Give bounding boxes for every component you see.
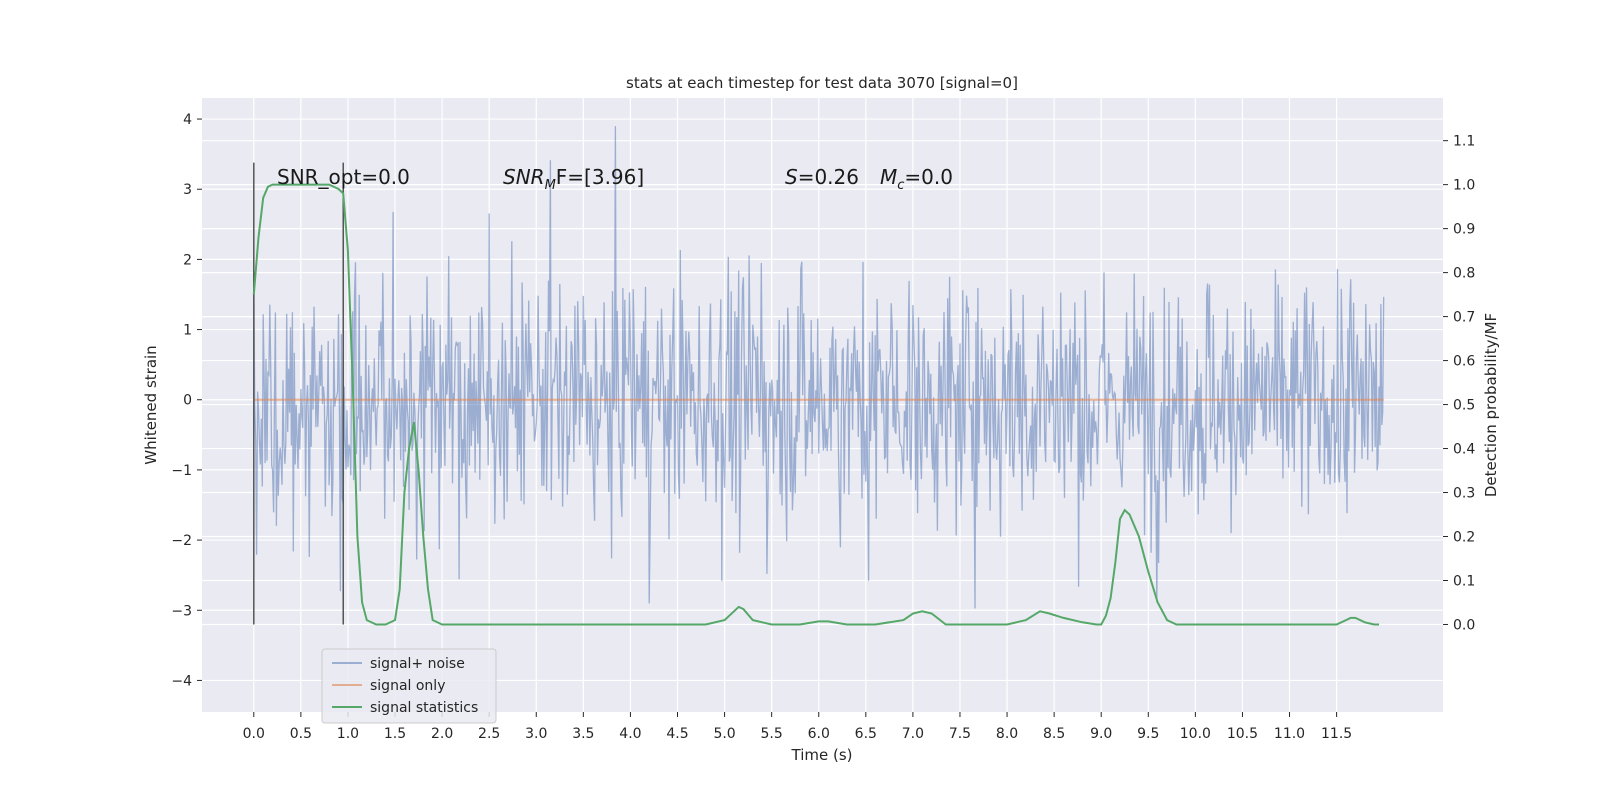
y2-tick-label-8: 0.3 — [1453, 486, 1475, 502]
y-tick-label-5: −1 — [171, 463, 192, 479]
y2-tick-label-10: 0.1 — [1453, 573, 1475, 589]
annotation-snr-mf: SNRMF=[3.96] — [503, 165, 644, 193]
x-tick-label-7: 3.5 — [572, 726, 594, 742]
legend-label-statistics: signal statistics — [370, 700, 478, 716]
x-tick-label-21: 10.5 — [1227, 726, 1258, 742]
annotation-snr-mf-sub: M — [545, 178, 556, 193]
y2-tick-label-6: 0.5 — [1453, 398, 1475, 414]
y2-axis-ticks: 1.1 1.0 0.9 0.8 0.7 0.6 0.5 0.4 0.3 0.2 0.1 0.0 — [1443, 134, 1475, 633]
x-tick-label-16: 8.0 — [996, 726, 1018, 742]
x-tick-label-10: 5.0 — [713, 726, 735, 742]
annotation-snr-mf-main: SNR — [503, 165, 545, 189]
x-tick-label-2: 1.0 — [337, 726, 359, 742]
x-tick-label-14: 7.0 — [902, 726, 924, 742]
chart-title: stats at each timestep for test data 307… — [626, 74, 1018, 92]
y2-tick-label-9: 0.2 — [1453, 530, 1475, 546]
y2-tick-label-7: 0.4 — [1453, 442, 1475, 458]
x-tick-label-11: 5.5 — [761, 726, 783, 742]
y2-tick-label-4: 0.7 — [1453, 310, 1475, 326]
y-axis-ticks: 4 3 2 1 0 −1 −2 −3 −4 — [171, 112, 202, 689]
x-tick-label-19: 9.5 — [1137, 726, 1159, 742]
x-axis-label: Time (s) — [791, 746, 853, 764]
x-tick-label-0: 0.0 — [243, 726, 265, 742]
legend-box — [321, 648, 497, 724]
annotation-snr-mf-rest: F=[3.96] — [556, 165, 644, 189]
annotation-s-main: S — [785, 165, 798, 189]
y2-tick-label-5: 0.6 — [1453, 354, 1475, 370]
y-tick-label-4: 0 — [183, 393, 192, 409]
y-axis-label: Whitened strain — [142, 345, 160, 464]
x-tick-label-6: 3.0 — [525, 726, 547, 742]
annotation-s-rest: =0.26 — [798, 165, 859, 189]
statistics-line — [252, 183, 1379, 626]
x-tick-label-17: 8.5 — [1043, 726, 1065, 742]
legend-label-signal-only: signal only — [370, 678, 445, 694]
y-tick-label-2: 2 — [183, 252, 192, 268]
y-tick-label-6: −2 — [171, 533, 192, 549]
y-tick-label-3: 1 — [183, 323, 192, 339]
y2-tick-label-3: 0.8 — [1453, 266, 1475, 282]
annotation-s: S=0.26 — [785, 165, 859, 189]
x-tick-label-22: 11.0 — [1274, 726, 1305, 742]
noise-line — [253, 126, 1385, 609]
x-tick-label-20: 10.0 — [1180, 726, 1211, 742]
legend-label-noise: signal+ noise — [370, 656, 465, 672]
y-tick-label-8: −4 — [171, 673, 192, 689]
x-tick-label-23: 11.5 — [1321, 726, 1352, 742]
x-tick-label-15: 7.5 — [949, 726, 971, 742]
x-tick-label-8: 4.0 — [619, 726, 641, 742]
x-tick-label-12: 6.0 — [808, 726, 830, 742]
y2-tick-label-11: 0.0 — [1453, 617, 1475, 633]
legend: signal+ noise signal only signal statist… — [321, 648, 497, 724]
x-tick-label-3: 1.5 — [384, 726, 406, 742]
annotation-snr-opt: SNR_opt=0.0 — [277, 165, 410, 189]
y-tick-label-7: −3 — [171, 603, 192, 619]
x-tick-label-18: 9.0 — [1090, 726, 1112, 742]
x-axis-ticks: 0.0 0.5 1.0 1.5 2.0 2.5 3.0 3.5 4.0 4.5 5.0 5.5 6.0 6… — [243, 712, 1352, 742]
y2-tick-label-2: 0.9 — [1453, 222, 1475, 238]
x-tick-label-9: 4.5 — [666, 726, 688, 742]
annotation-mc-main: M — [880, 165, 897, 189]
x-tick-label-4: 2.0 — [431, 726, 453, 742]
annotation-mc: Mc=0.0 — [880, 165, 953, 193]
x-tick-label-13: 6.5 — [855, 726, 877, 742]
y2-tick-label-1: 1.0 — [1453, 178, 1475, 194]
y-tick-label-1: 3 — [183, 182, 192, 198]
annotation-mc-rest: =0.0 — [904, 165, 953, 189]
statistics-series — [252, 183, 1379, 626]
x-tick-label-5: 2.5 — [478, 726, 500, 742]
marker-lines — [253, 162, 344, 625]
y2-tick-label-0: 1.1 — [1453, 134, 1475, 150]
noise-series — [253, 126, 1385, 609]
y-tick-label-0: 4 — [183, 112, 192, 128]
annotation-mc-sub: c — [897, 178, 904, 193]
y2-axis-label: Detection probability/MF — [1482, 313, 1500, 497]
x-tick-label-1: 0.5 — [290, 726, 312, 742]
